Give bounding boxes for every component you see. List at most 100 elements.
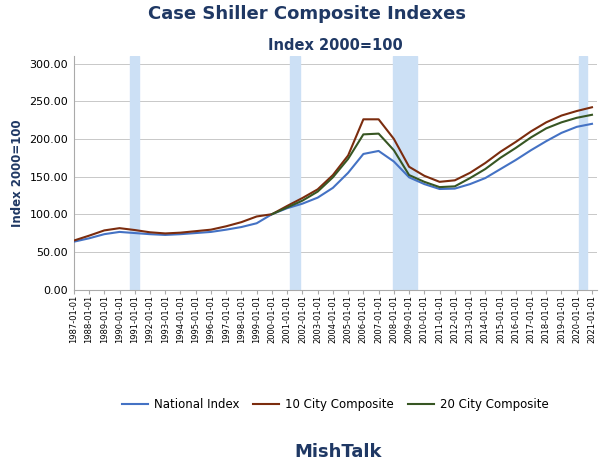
National Index	[268, 212, 276, 217]
Line: 20 City Composite: 20 City Composite	[272, 115, 592, 214]
Bar	[130, 56, 138, 290]
20 City Composite	[284, 205, 291, 210]
10 City Composite	[238, 219, 245, 225]
10 City Composite	[451, 177, 459, 183]
20 City Composite	[405, 172, 413, 178]
10 City Composite	[85, 233, 93, 239]
10 City Composite	[466, 170, 474, 176]
National Index	[542, 138, 550, 144]
10 City Composite	[284, 203, 291, 209]
Bar	[392, 56, 417, 290]
20 City Composite	[268, 212, 276, 217]
National Index	[527, 148, 534, 153]
20 City Composite	[466, 175, 474, 181]
20 City Composite	[558, 120, 565, 125]
National Index	[116, 229, 123, 235]
National Index	[497, 166, 504, 172]
National Index	[70, 239, 77, 245]
10 City Composite	[360, 116, 367, 122]
20 City Composite	[314, 189, 322, 194]
National Index	[375, 148, 383, 154]
10 City Composite	[527, 128, 534, 134]
10 City Composite	[253, 214, 260, 219]
Line: National Index: National Index	[74, 124, 592, 242]
Bar	[290, 56, 300, 290]
National Index	[436, 186, 443, 192]
National Index	[421, 181, 428, 187]
20 City Composite	[436, 184, 443, 190]
Text: MishTalk: MishTalk	[295, 443, 382, 461]
Bar	[579, 56, 587, 290]
National Index	[238, 224, 245, 230]
20 City Composite	[512, 145, 520, 151]
10 City Composite	[589, 105, 596, 110]
Legend: National Index, 10 City Composite, 20 City Composite: National Index, 10 City Composite, 20 Ci…	[117, 394, 554, 416]
10 City Composite	[512, 139, 520, 145]
20 City Composite	[344, 156, 352, 162]
20 City Composite	[375, 131, 383, 136]
National Index	[101, 231, 108, 237]
10 City Composite	[421, 173, 428, 178]
National Index	[131, 230, 138, 236]
10 City Composite	[207, 227, 215, 233]
10 City Composite	[299, 195, 306, 201]
National Index	[146, 231, 154, 237]
National Index	[589, 121, 596, 127]
10 City Composite	[223, 224, 230, 229]
National Index	[390, 159, 397, 164]
10 City Composite	[405, 164, 413, 170]
10 City Composite	[329, 172, 336, 178]
20 City Composite	[299, 198, 306, 204]
National Index	[573, 124, 581, 130]
20 City Composite	[573, 115, 581, 120]
10 City Composite	[70, 238, 77, 243]
National Index	[223, 227, 230, 233]
10 City Composite	[558, 113, 565, 118]
National Index	[85, 235, 93, 241]
National Index	[512, 157, 520, 163]
10 City Composite	[542, 120, 550, 125]
20 City Composite	[329, 175, 336, 180]
10 City Composite	[131, 227, 138, 233]
10 City Composite	[482, 160, 489, 166]
20 City Composite	[589, 112, 596, 118]
10 City Composite	[162, 231, 169, 236]
Line: 10 City Composite: 10 City Composite	[74, 107, 592, 241]
National Index	[329, 185, 336, 191]
20 City Composite	[451, 184, 459, 189]
20 City Composite	[497, 155, 504, 161]
National Index	[558, 130, 565, 136]
National Index	[207, 229, 215, 235]
10 City Composite	[101, 227, 108, 233]
10 City Composite	[192, 228, 199, 234]
National Index	[344, 170, 352, 176]
10 City Composite	[268, 212, 276, 217]
National Index	[482, 175, 489, 181]
20 City Composite	[542, 126, 550, 131]
20 City Composite	[421, 179, 428, 184]
10 City Composite	[146, 229, 154, 235]
10 City Composite	[177, 230, 184, 235]
National Index	[314, 195, 322, 200]
20 City Composite	[527, 134, 534, 140]
Text: Case Shiller Composite Indexes: Case Shiller Composite Indexes	[148, 5, 467, 23]
National Index	[466, 181, 474, 187]
10 City Composite	[375, 116, 383, 122]
National Index	[405, 175, 413, 180]
National Index	[299, 201, 306, 206]
National Index	[360, 151, 367, 157]
National Index	[177, 231, 184, 237]
10 City Composite	[344, 153, 352, 158]
10 City Composite	[314, 186, 322, 192]
10 City Composite	[116, 226, 123, 231]
National Index	[284, 205, 291, 211]
National Index	[162, 232, 169, 238]
National Index	[451, 186, 459, 191]
National Index	[253, 220, 260, 226]
10 City Composite	[497, 149, 504, 155]
20 City Composite	[360, 132, 367, 137]
National Index	[192, 230, 199, 236]
20 City Composite	[482, 166, 489, 172]
10 City Composite	[573, 108, 581, 114]
Y-axis label: Index 2000=100: Index 2000=100	[11, 119, 24, 226]
